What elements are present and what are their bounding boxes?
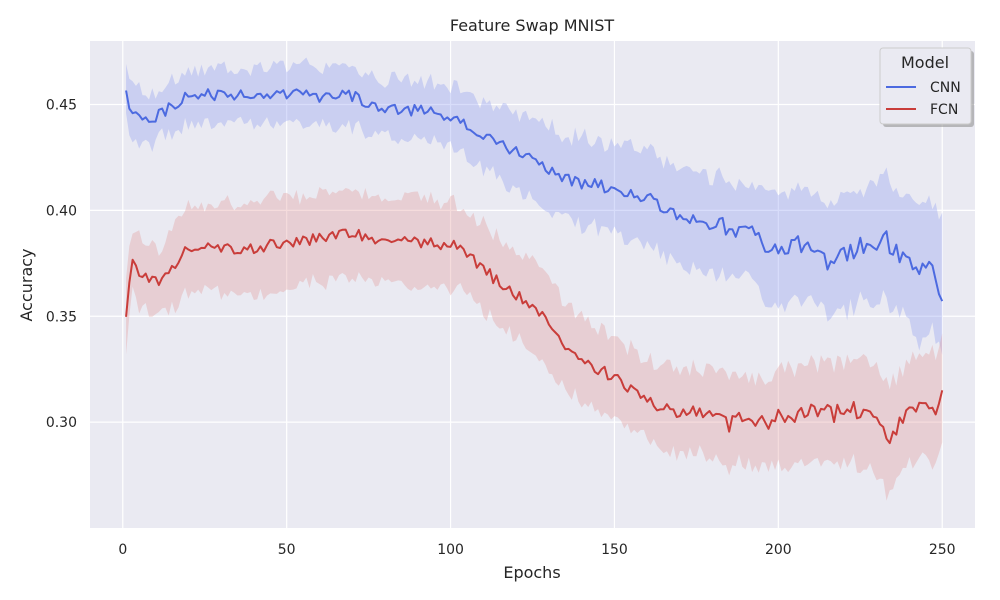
x-tick-label: 100	[437, 542, 464, 558]
legend-box	[879, 47, 972, 125]
x-tick-label: 250	[929, 542, 956, 558]
x-tick-label: 150	[601, 542, 628, 558]
legend-label-fcn: FCN	[930, 102, 958, 118]
y-tick-label: 0.40	[46, 203, 77, 219]
legend: Model CNN FCN	[879, 47, 974, 127]
x-axis-title: Epochs	[503, 563, 560, 582]
y-axis-ticks: 0.30 0.35 0.40 0.45	[46, 98, 77, 432]
y-tick-label: 0.45	[46, 98, 77, 114]
y-tick-label: 0.30	[46, 415, 77, 431]
confidence-bands	[126, 57, 943, 501]
confidence-band-fcn	[126, 186, 943, 501]
grid	[90, 41, 975, 528]
confidence-band-cnn	[126, 57, 943, 355]
x-tick-label: 0	[118, 542, 127, 558]
legend-label-cnn: CNN	[930, 80, 961, 96]
y-axis-title: Accuracy	[17, 248, 36, 321]
series-lines	[125, 88, 944, 445]
plot-background	[90, 41, 975, 528]
chart-title: Feature Swap MNIST	[450, 16, 614, 35]
series-line-fcn	[125, 228, 944, 445]
legend-title: Model	[901, 53, 949, 72]
x-tick-label: 50	[278, 542, 296, 558]
series-line-cnn	[125, 88, 944, 302]
x-tick-label: 200	[765, 542, 792, 558]
x-axis-ticks: 0 50 100 150 200 250	[118, 542, 955, 558]
y-tick-label: 0.35	[46, 309, 77, 325]
